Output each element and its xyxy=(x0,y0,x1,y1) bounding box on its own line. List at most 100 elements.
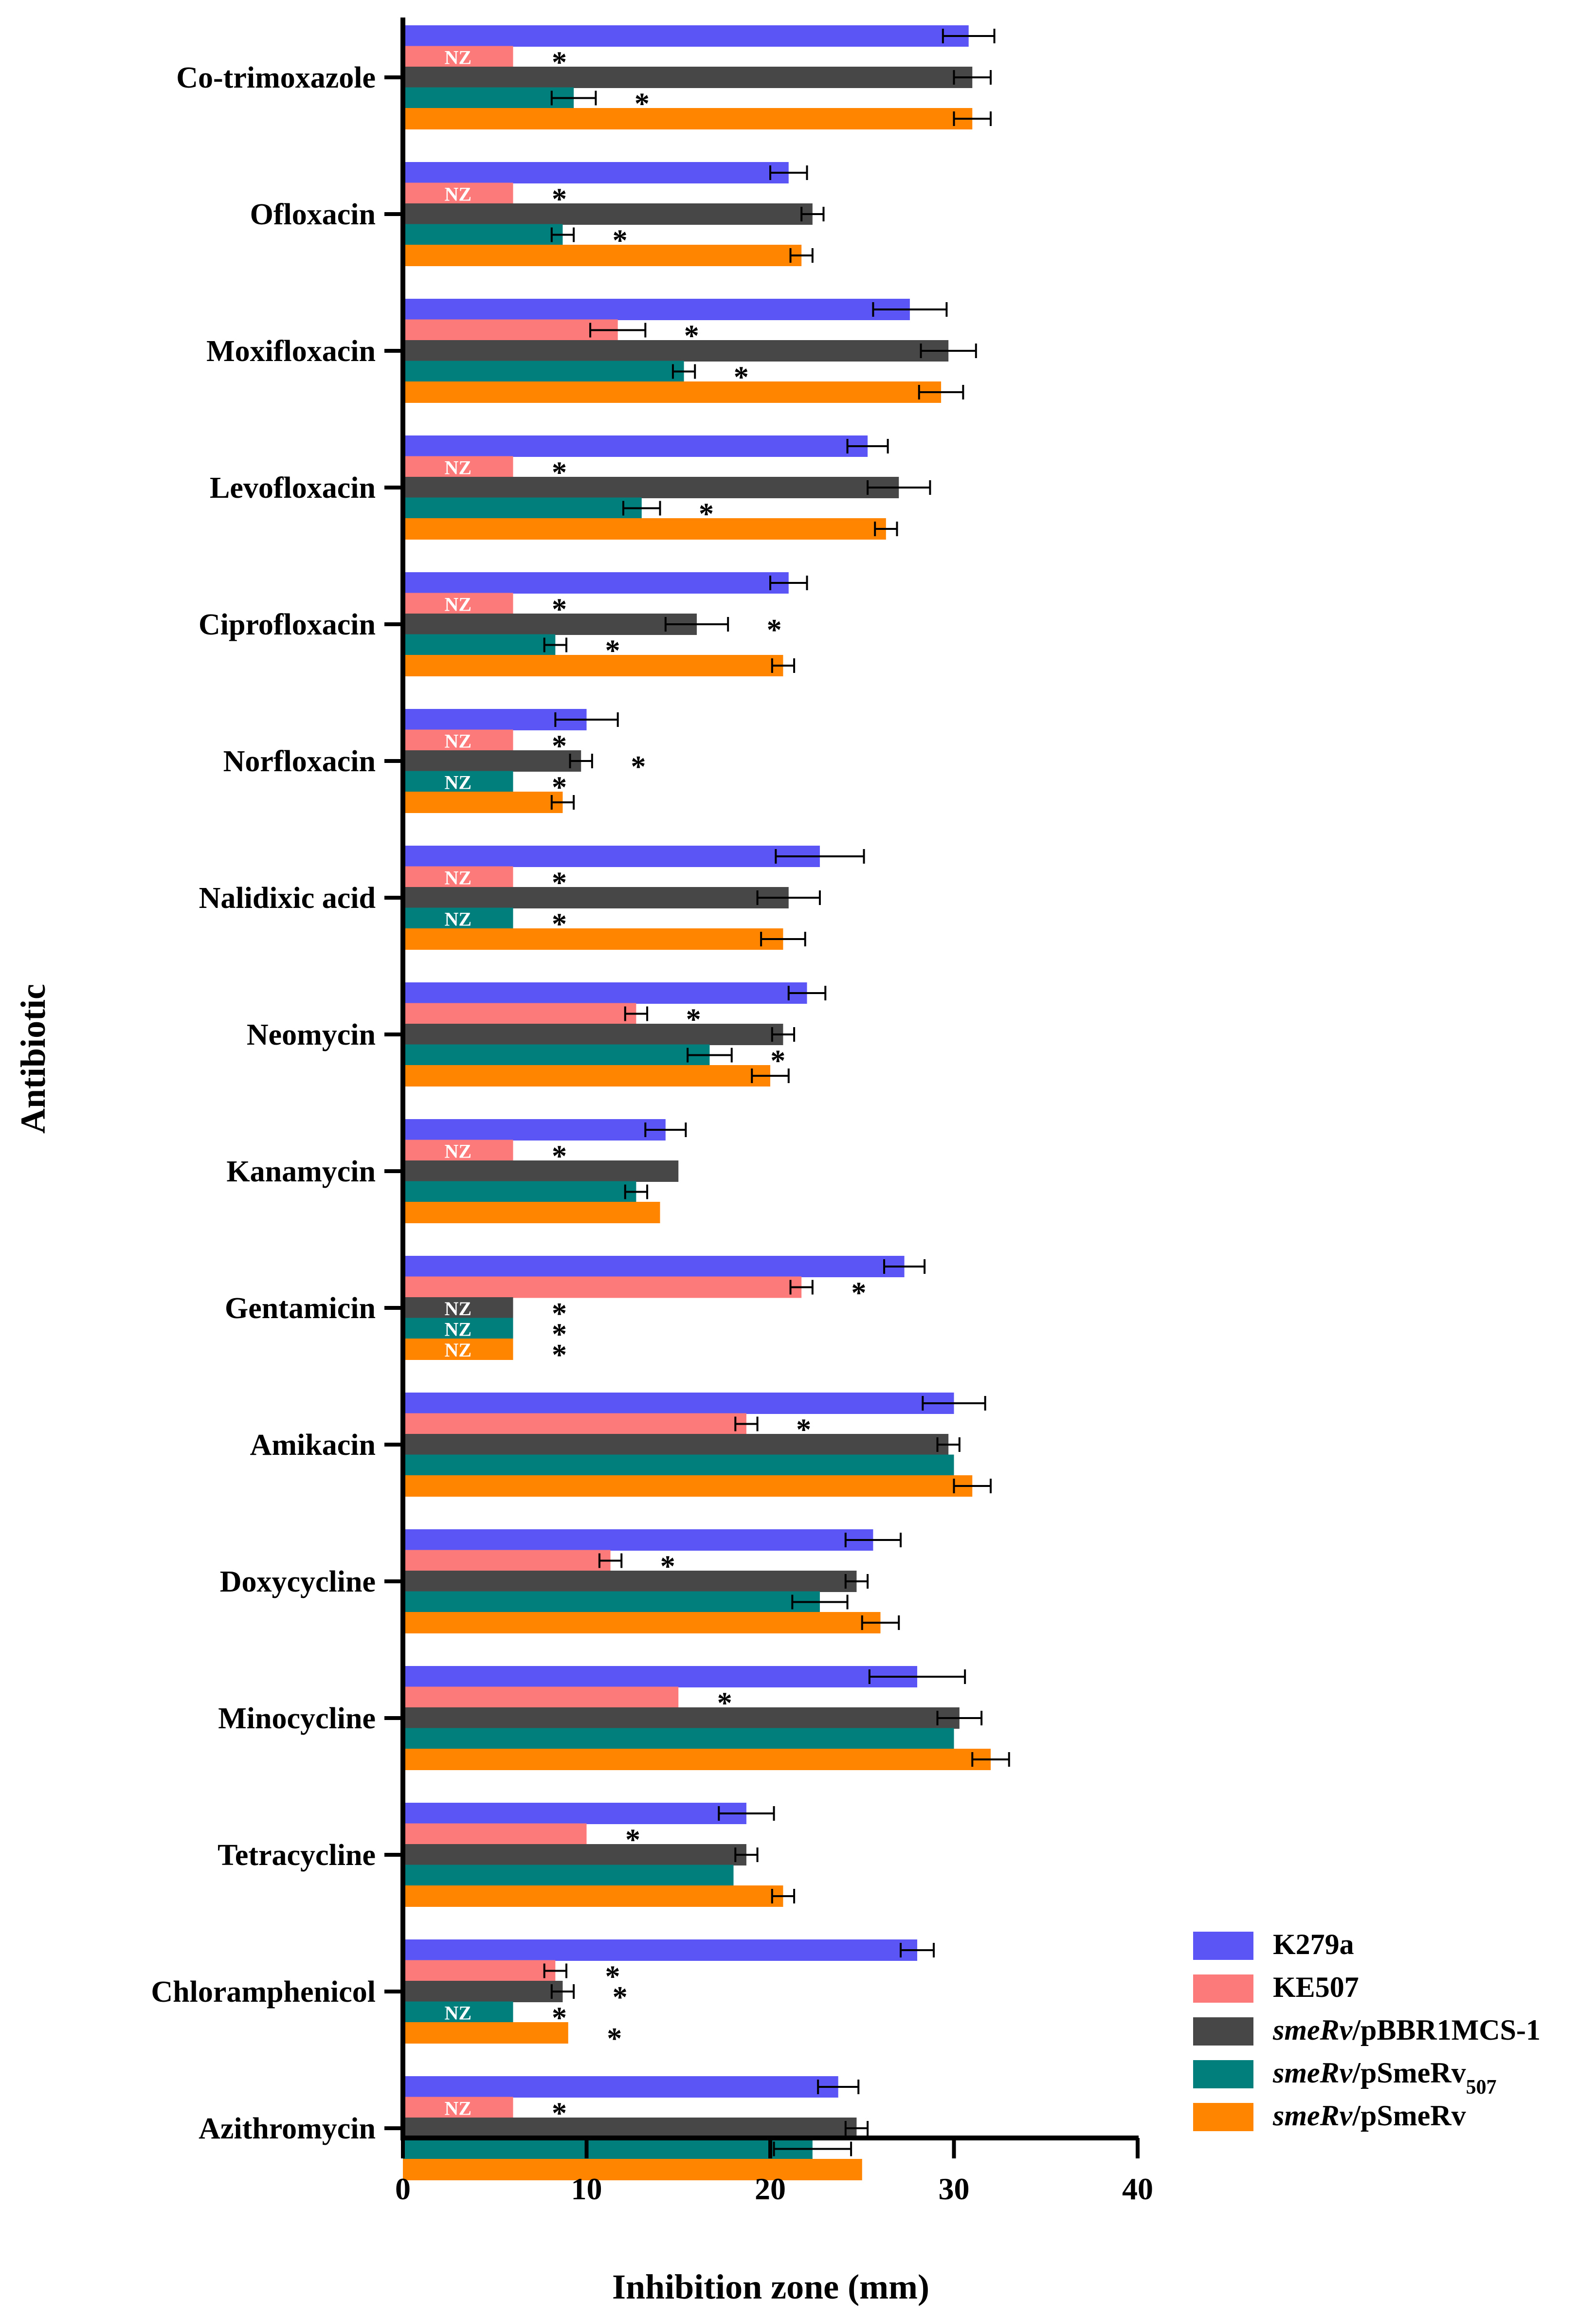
nz-label: NZ xyxy=(444,1339,472,1361)
legend-label: smeRv/pSmeRv xyxy=(1272,2100,1466,2132)
error-bar xyxy=(844,2121,869,2136)
error-bar xyxy=(789,248,814,263)
bar xyxy=(403,2118,857,2139)
bar xyxy=(403,87,574,109)
bar xyxy=(403,2022,568,2044)
x-tick-label: 40 xyxy=(1122,2172,1153,2206)
bar xyxy=(403,1844,746,1865)
bar xyxy=(403,25,969,47)
bar xyxy=(403,1728,954,1750)
significance-star: * xyxy=(770,1045,785,1078)
legend-label: KE507 xyxy=(1273,1971,1359,2003)
bar xyxy=(403,1413,746,1435)
bar xyxy=(403,982,807,1004)
bar-group-doxycycline: * xyxy=(403,1529,902,1633)
bar xyxy=(403,1256,905,1277)
category-label: Levofloxacin xyxy=(210,471,376,505)
plot-area: NZ **NZ ****NZ **NZ ***NZ **NZ *NZ *NZ ***NZ **NZ… xyxy=(403,25,1010,2180)
significance-star: * xyxy=(552,1318,567,1351)
error-bar xyxy=(769,165,808,180)
bar-group-minocycline: * xyxy=(403,1666,1010,1770)
legend-item: KE507 xyxy=(1193,1971,1359,2003)
bar xyxy=(403,1571,857,1592)
bar-group-amikacin: * xyxy=(403,1393,992,1497)
bar xyxy=(403,456,513,478)
bar xyxy=(403,1707,960,1729)
legend: K279a KE507 smeRv/pBBR1MCS-1 smeRv/pSmeRv50… xyxy=(1193,1928,1541,2132)
error-bar xyxy=(868,1669,966,1684)
bar xyxy=(403,1666,917,1687)
error-bar xyxy=(624,1184,649,1199)
bar xyxy=(403,1865,734,1886)
bar xyxy=(403,866,513,888)
nz-label: NZ xyxy=(444,867,472,889)
legend-swatch xyxy=(1193,1974,1253,2003)
category-label: Co-trimoxazole xyxy=(176,61,376,94)
bar xyxy=(403,2001,513,2023)
error-bar xyxy=(844,1574,869,1589)
bar xyxy=(403,477,899,498)
nz-label: NZ xyxy=(444,1141,472,1162)
error-bar xyxy=(771,1889,796,1903)
bar xyxy=(403,887,789,908)
error-bar xyxy=(554,712,619,727)
significance-star: * xyxy=(552,1339,567,1372)
bar-group-nalidixic-acid: NZ *NZ * xyxy=(403,846,865,950)
bar xyxy=(403,1434,949,1455)
error-bar xyxy=(756,890,821,905)
error-bar xyxy=(918,385,964,399)
legend-item: K279a xyxy=(1193,1928,1354,1960)
bar xyxy=(403,1749,991,1770)
bar xyxy=(403,593,513,615)
legend-label: smeRv/pBBR1MCS-1 xyxy=(1272,2014,1541,2046)
error-bar xyxy=(817,2080,860,2094)
y-ticks: Co-trimoxazole Ofloxacin Moxifloxacin Levof… xyxy=(151,61,403,2145)
error-bar xyxy=(550,227,575,242)
bar xyxy=(403,319,618,341)
bar xyxy=(403,1003,636,1025)
bar xyxy=(403,497,642,519)
nz-label: NZ xyxy=(444,457,472,479)
legend-label: K279a xyxy=(1273,1928,1354,1960)
bar xyxy=(403,1823,587,1845)
bar-group-azithromycin: NZ * xyxy=(403,2076,869,2180)
axes: 0 10 20 30 40 Co-trimoxazole Ofloxacin Moxiflo… xyxy=(151,18,1153,2206)
error-bar xyxy=(687,1048,733,1063)
bar-group-co-trimoxazole: NZ ** xyxy=(403,25,996,129)
bar-group-tetracycline: * xyxy=(403,1803,796,1907)
nz-label: NZ xyxy=(444,908,472,930)
error-bar xyxy=(800,207,825,221)
bar xyxy=(403,1885,783,1907)
bar-group-ciprofloxacin: NZ *** xyxy=(403,572,808,676)
error-bar xyxy=(846,439,889,453)
error-bar xyxy=(861,1615,900,1630)
bar xyxy=(403,299,910,320)
error-bar xyxy=(883,1259,926,1274)
error-bar xyxy=(874,522,898,536)
bar xyxy=(403,67,973,88)
legend-swatch xyxy=(1193,1932,1253,1960)
nz-label: NZ xyxy=(444,730,472,752)
error-bar xyxy=(550,795,575,810)
significance-star: * xyxy=(605,1960,620,1993)
significance-star: * xyxy=(613,1981,628,2014)
error-bar xyxy=(953,70,992,85)
bar xyxy=(403,1297,513,1319)
y-axis-title: Antibiotic xyxy=(14,984,53,1134)
error-bar xyxy=(664,617,729,632)
bar xyxy=(403,1393,954,1414)
error-bar xyxy=(791,1594,849,1610)
legend-item: smeRv/pSmeRv xyxy=(1193,2100,1466,2132)
error-bar xyxy=(789,1280,814,1295)
error-bar xyxy=(760,932,806,946)
category-label: Nalidixic acid xyxy=(199,882,376,915)
x-tick-label: 20 xyxy=(755,2172,786,2206)
error-bar xyxy=(622,501,661,516)
bar xyxy=(403,2097,513,2119)
bar xyxy=(403,1529,873,1551)
bar xyxy=(403,1612,881,1633)
x-tick-label: 10 xyxy=(571,2172,602,2206)
error-bar xyxy=(936,1711,983,1725)
bar-group-levofloxacin: NZ ** xyxy=(403,435,931,540)
bar xyxy=(403,1454,954,1476)
